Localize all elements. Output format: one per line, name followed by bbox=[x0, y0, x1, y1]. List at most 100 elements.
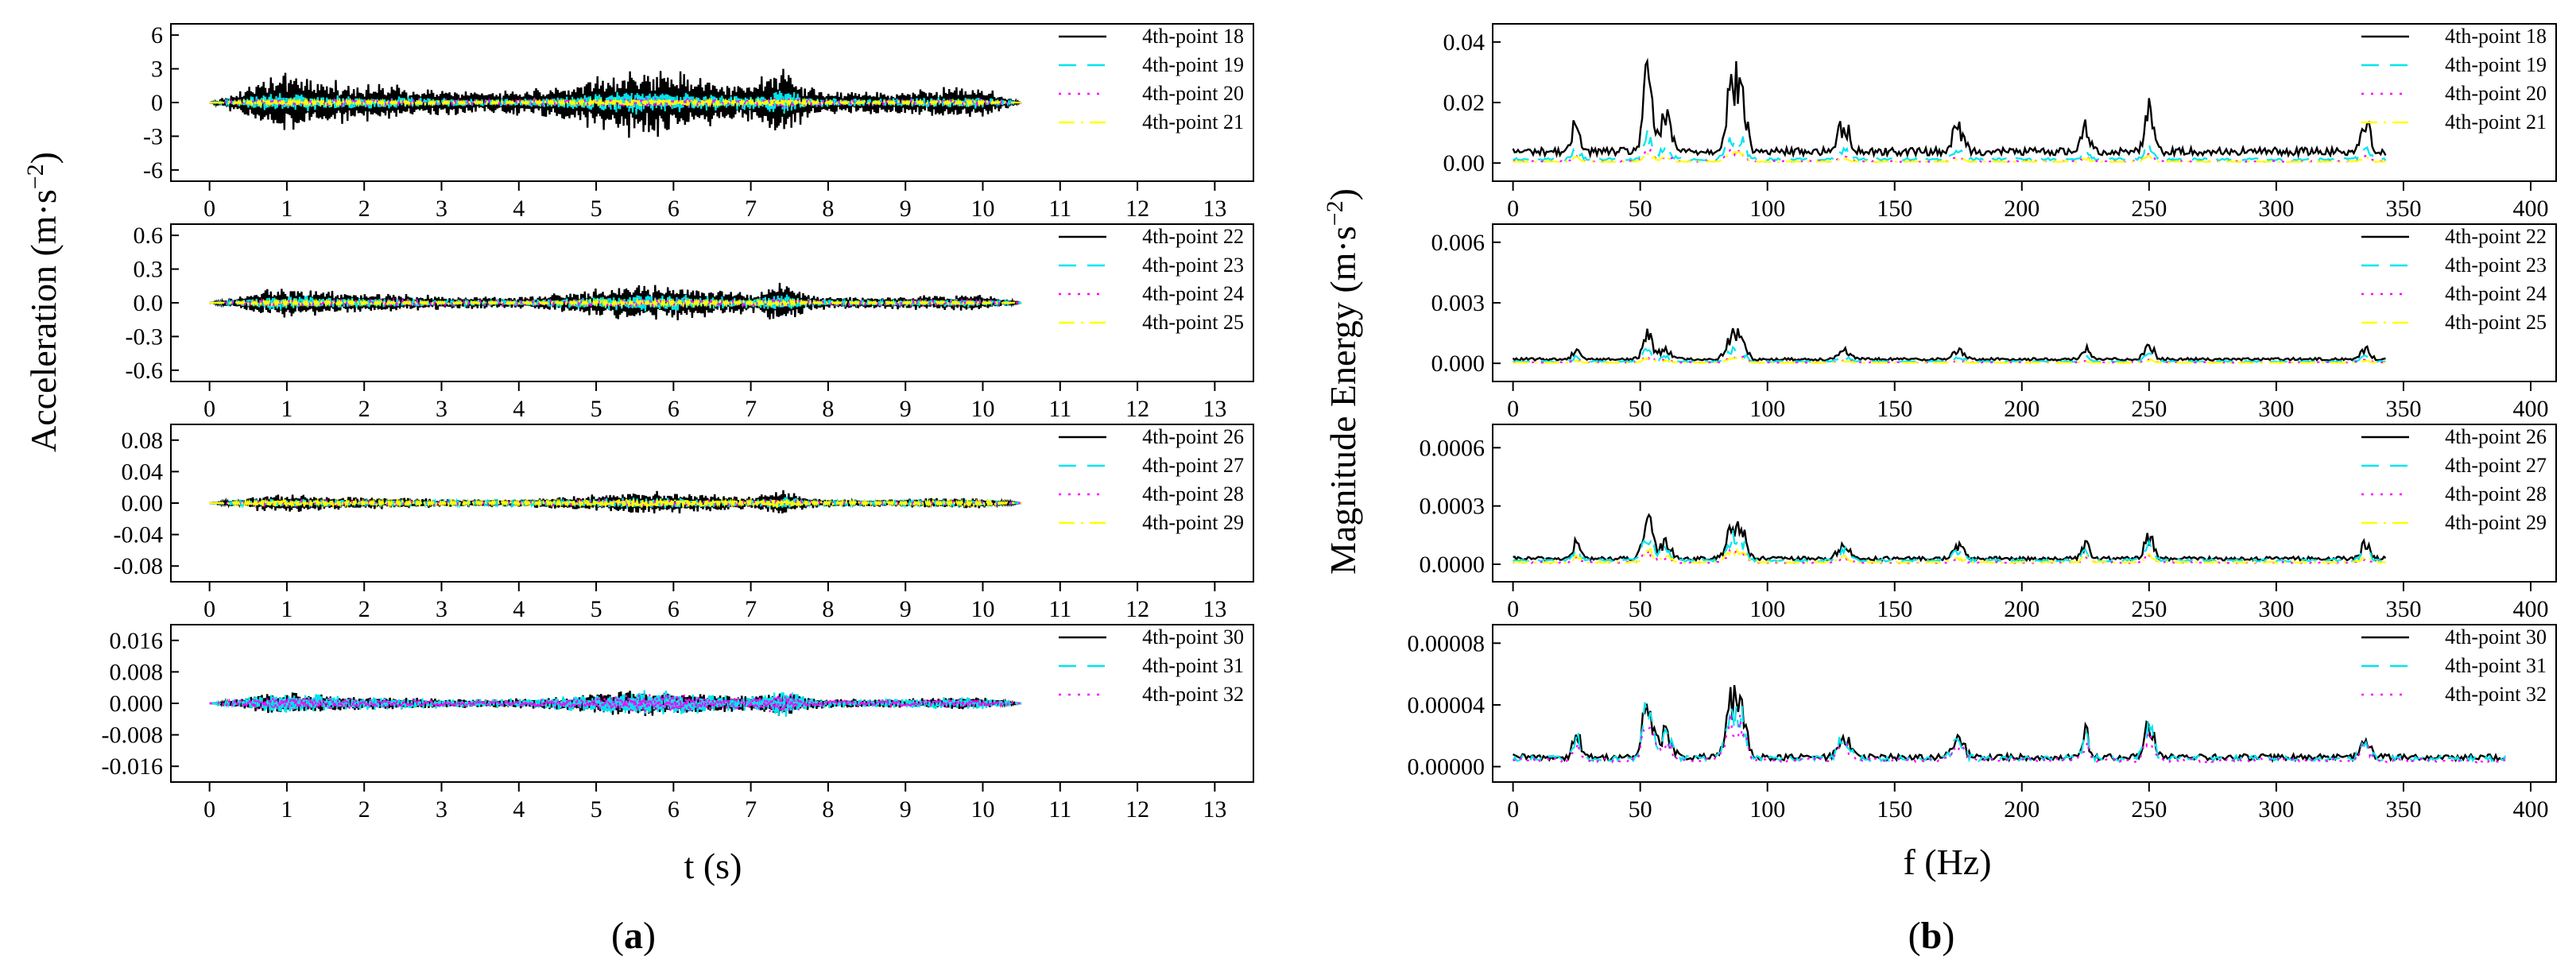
y-tick-label: -3 bbox=[143, 123, 163, 149]
x-tick-label: 2 bbox=[358, 396, 370, 422]
y-tick-label: 0.0000 bbox=[1420, 552, 1486, 578]
legend-entry: 4th-point 19 bbox=[2445, 53, 2547, 76]
x-tick-label: 200 bbox=[2004, 196, 2039, 222]
x-tick-label: 2 bbox=[358, 196, 370, 222]
x-tick-label: 200 bbox=[2004, 596, 2039, 622]
x-tick-label: 50 bbox=[1629, 396, 1652, 422]
x-tick-label: 100 bbox=[1749, 796, 1785, 823]
y-tick-label: 0.00000 bbox=[1408, 754, 1486, 780]
x-tick-label: 0 bbox=[1507, 196, 1519, 222]
legend-entry: 4th-point 23 bbox=[1142, 254, 1244, 277]
legend-entry: 4th-point 28 bbox=[2445, 482, 2547, 505]
x-tick-label: 0 bbox=[1507, 396, 1519, 422]
x-tick-label: 1 bbox=[281, 396, 292, 422]
legend-entry: 4th-point 26 bbox=[1142, 425, 1244, 448]
x-tick-label: 3 bbox=[436, 196, 447, 222]
y-tick-label: 0.00 bbox=[122, 490, 164, 517]
legend-entry: 4th-point 23 bbox=[2445, 254, 2547, 277]
series-group bbox=[209, 690, 1022, 718]
legend-entry: 4th-point 29 bbox=[1142, 511, 1244, 534]
x-tick-label: 250 bbox=[2131, 596, 2167, 622]
x-tick-label: 200 bbox=[2004, 396, 2039, 422]
x-tick-label: 250 bbox=[2131, 396, 2167, 422]
legend-entry: 4th-point 28 bbox=[1142, 482, 1244, 505]
x-tick-label: 0 bbox=[1507, 596, 1519, 622]
x-tick-label: 250 bbox=[2131, 796, 2167, 823]
x-tick-label: 0 bbox=[203, 596, 215, 622]
series-line-4th-point-22 bbox=[1512, 327, 2386, 362]
x-tick-label: 2 bbox=[358, 596, 370, 622]
series-group bbox=[1512, 684, 2507, 765]
subplot-b-2: 0.006 0.003 0.000 0 50 100 150 200 250 300 350 400 4… bbox=[1431, 223, 2557, 422]
x-tick-label: 4 bbox=[513, 196, 525, 222]
y-tick-label: 0.04 bbox=[122, 459, 164, 485]
x-tick-label: 150 bbox=[1877, 596, 1912, 622]
legend: 4th-point 26 4th-point 27 4th-point 28 4th-… bbox=[2361, 425, 2547, 534]
legend: 4th-point 26 4th-point 27 4th-point 28 4th-… bbox=[1059, 425, 1244, 534]
subplot-b-1: 0.04 0.02 0.00 0 50 100 150 200 250 300 350 400 4th-… bbox=[1443, 23, 2557, 222]
y-tick-label: 0.003 bbox=[1431, 290, 1486, 316]
series-line-4th-point-27 bbox=[209, 497, 1022, 509]
legend-entry: 4th-point 31 bbox=[1142, 654, 1244, 677]
legend-entry: 4th-point 27 bbox=[2445, 454, 2547, 477]
x-tick-label: 300 bbox=[2258, 796, 2294, 823]
x-tick-label: 1 bbox=[281, 796, 292, 823]
legend-entry: 4th-point 19 bbox=[1142, 53, 1244, 76]
x-tick-label: 7 bbox=[745, 396, 757, 422]
x-tick-label: 3 bbox=[436, 796, 447, 823]
series-group bbox=[1512, 513, 2387, 564]
x-tick-label: 13 bbox=[1203, 796, 1226, 823]
x-tick-label: 9 bbox=[900, 796, 912, 823]
x-tick-label: 5 bbox=[591, 196, 602, 222]
series-group bbox=[1512, 327, 2386, 364]
x-tick-label: 50 bbox=[1629, 796, 1652, 823]
x-tick-label: 0 bbox=[203, 796, 215, 823]
legend: 4th-point 30 4th-point 31 4th-point 32 bbox=[2361, 625, 2547, 706]
panel-a-xlabel: t (s) bbox=[684, 846, 742, 886]
series-group bbox=[209, 490, 1022, 514]
series-line-4th-point-25 bbox=[209, 297, 1022, 309]
legend-entry: 4th-point 27 bbox=[1142, 454, 1244, 477]
series-line-4th-point-18 bbox=[1512, 57, 2387, 159]
y-tick-label: -0.008 bbox=[102, 722, 164, 749]
x-tick-label: 3 bbox=[436, 396, 447, 422]
legend-entry: 4th-point 20 bbox=[2445, 82, 2547, 105]
x-tick-label: 300 bbox=[2258, 396, 2294, 422]
x-tick-label: 400 bbox=[2512, 196, 2548, 222]
x-tick-label: 100 bbox=[1749, 196, 1785, 222]
legend-entry: 4th-point 32 bbox=[1142, 683, 1244, 706]
legend-entry: 4th-point 29 bbox=[2445, 511, 2547, 534]
series-group bbox=[1512, 57, 2387, 164]
x-tick-label: 9 bbox=[900, 196, 912, 222]
y-tick-label: -0.08 bbox=[114, 553, 164, 579]
x-tick-label: 0 bbox=[1507, 796, 1519, 823]
series-line-4th-point-18 bbox=[209, 68, 1022, 138]
legend-entry: 4th-point 24 bbox=[2445, 282, 2547, 305]
y-tick-label: 0.3 bbox=[134, 257, 164, 283]
x-tick-label: 7 bbox=[745, 796, 757, 823]
x-tick-label: 8 bbox=[822, 796, 834, 823]
y-tick-label: 0.0 bbox=[134, 290, 164, 316]
legend-entry: 4th-point 21 bbox=[2445, 110, 2547, 134]
subplot-b-4: 0.00008 0.00004 0.00000 0 50 100 150 200 250 300 3… bbox=[1408, 624, 2557, 823]
legend-entry: 4th-point 21 bbox=[1142, 110, 1244, 134]
x-tick-label: 10 bbox=[971, 596, 995, 622]
x-tick-label: 10 bbox=[971, 196, 995, 222]
series-group bbox=[209, 68, 1022, 138]
x-tick-label: 12 bbox=[1125, 596, 1149, 622]
x-tick-label: 400 bbox=[2512, 596, 2548, 622]
x-tick-label: 6 bbox=[668, 396, 680, 422]
x-tick-label: 1 bbox=[281, 196, 292, 222]
legend-entry: 4th-point 25 bbox=[1142, 311, 1244, 334]
legend: 4th-point 18 4th-point 19 4th-point 20 4th-… bbox=[1059, 25, 1244, 134]
x-tick-label: 5 bbox=[591, 396, 602, 422]
y-tick-label: 0.6 bbox=[134, 223, 164, 249]
series-line-4th-point-30 bbox=[1512, 684, 2506, 764]
x-tick-label: 11 bbox=[1048, 596, 1071, 622]
legend-entry: 4th-point 26 bbox=[2445, 425, 2547, 448]
x-tick-label: 0 bbox=[203, 196, 215, 222]
x-tick-label: 350 bbox=[2385, 396, 2421, 422]
